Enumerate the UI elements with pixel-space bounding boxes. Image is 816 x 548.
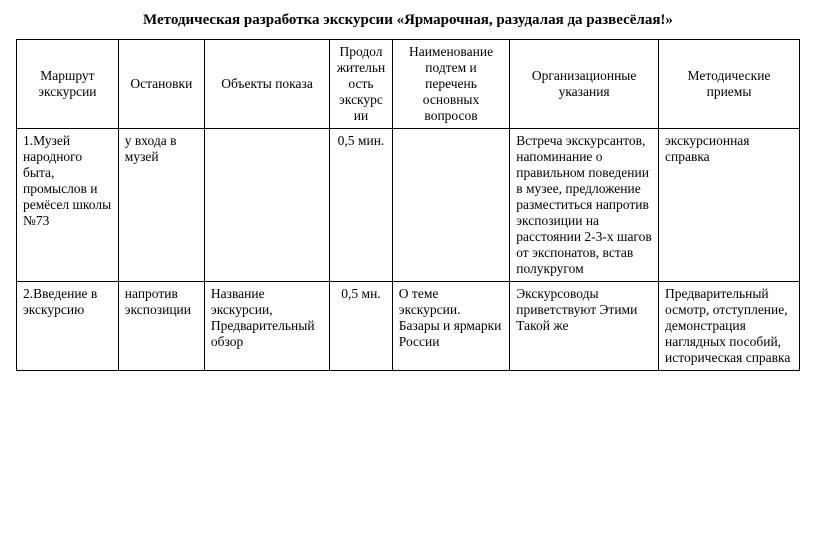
cell-duration: 0,5 мин. <box>330 129 393 282</box>
table-header-row: Маршрут экскурсии Остановки Объекты пока… <box>17 40 800 129</box>
cell-instructions: Встреча экскурсантов, напоминание о прав… <box>510 129 659 282</box>
header-route: Маршрут экскурсии <box>17 40 119 129</box>
page-title: Методическая разработка экскурсии «Ярмар… <box>16 12 800 29</box>
cell-route: 2.Введение в экскурсию <box>17 282 119 371</box>
cell-route: 1.Музей народного быта, промыслов и ремё… <box>17 129 119 282</box>
cell-methods: Предварительный осмотр, отступление, дем… <box>659 282 800 371</box>
header-stops: Остановки <box>118 40 204 129</box>
header-duration: Продолжительность экскурсии <box>330 40 393 129</box>
cell-methods: экскурсионная справка <box>659 129 800 282</box>
cell-objects: Название экскурсии, Предварительный обзо… <box>204 282 329 371</box>
cell-subtopics <box>392 129 509 282</box>
cell-stops: у входа в музей <box>118 129 204 282</box>
cell-objects <box>204 129 329 282</box>
header-objects: Объекты показа <box>204 40 329 129</box>
header-instructions: Организационные указания <box>510 40 659 129</box>
excursion-table: Маршрут экскурсии Остановки Объекты пока… <box>16 39 800 371</box>
header-subtopics: Наименование подтем и перечень основных … <box>392 40 509 129</box>
cell-duration: 0,5 мн. <box>330 282 393 371</box>
cell-instructions: Экскурсоводы приветствуют Этими Такой же <box>510 282 659 371</box>
table-row: 1.Музей народного быта, промыслов и ремё… <box>17 129 800 282</box>
cell-subtopics: О теме экскурсии. Базары и ярмарки Росси… <box>392 282 509 371</box>
header-methods: Методические приемы <box>659 40 800 129</box>
table-row: 2.Введение в экскурсию напротив экспозиц… <box>17 282 800 371</box>
cell-stops: напротив экспозиции <box>118 282 204 371</box>
